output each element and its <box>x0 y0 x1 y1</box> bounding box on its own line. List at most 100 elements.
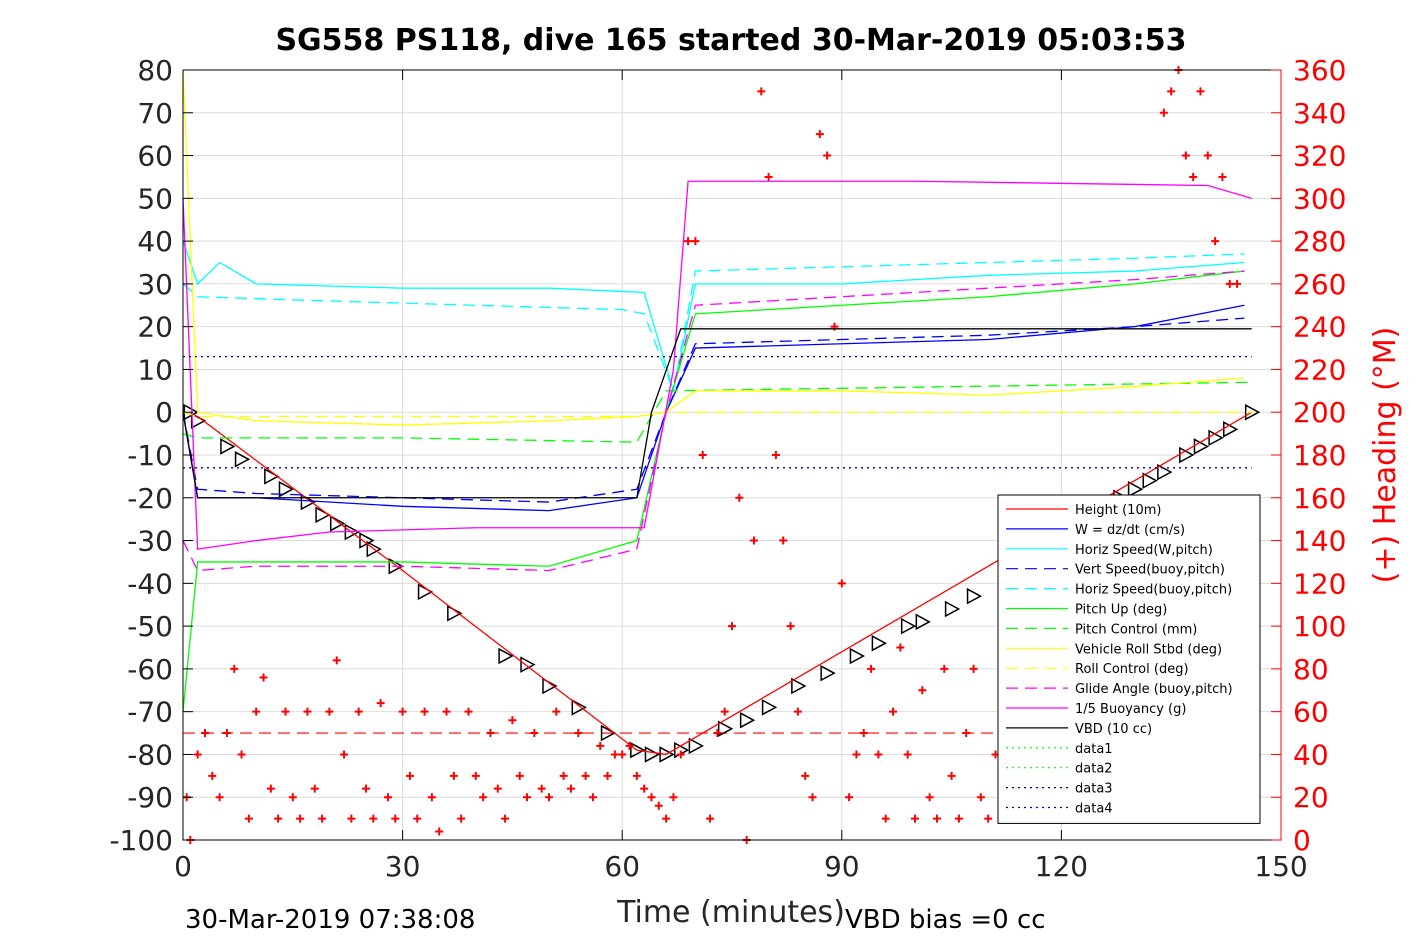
depth-marker <box>571 699 587 716</box>
depth-marker <box>944 600 961 618</box>
heading-point <box>640 784 649 793</box>
heading-point <box>552 707 561 716</box>
heading-point <box>362 784 370 793</box>
legend-entry: data3 <box>1075 782 1113 797</box>
heading-point <box>530 729 539 738</box>
depth-marker <box>498 647 514 665</box>
right-y-tick-label: 240 <box>1293 311 1346 344</box>
heading-point <box>735 493 744 502</box>
heading-point <box>391 814 400 823</box>
heading-point <box>918 686 927 695</box>
depth-marker <box>315 506 331 524</box>
heading-point <box>340 750 349 759</box>
series-line-4 <box>182 253 1245 394</box>
depth-marker <box>1244 403 1261 421</box>
heading-point <box>684 237 693 246</box>
right-y-tick-label: 80 <box>1293 653 1329 686</box>
heading-point <box>574 729 583 738</box>
right-y-tick-label: 120 <box>1293 567 1346 600</box>
x-tick-label: 30 <box>385 850 421 883</box>
heading-point <box>566 784 575 793</box>
left-y-tick-label: -40 <box>127 567 173 600</box>
heading-point <box>1233 279 1242 288</box>
left-y-tick-label: 80 <box>137 54 173 87</box>
depth-marker <box>388 557 404 575</box>
heading-point <box>596 741 605 750</box>
heading-point <box>222 729 231 738</box>
depth-marker <box>1157 463 1173 481</box>
heading-point <box>632 771 641 780</box>
heading-point <box>728 622 736 631</box>
left-y-tick-label: 70 <box>137 97 173 130</box>
depth-marker <box>630 741 646 759</box>
right-y-tick-label: 0 <box>1293 824 1311 857</box>
legend-entry: data4 <box>1075 802 1113 817</box>
heading-point <box>932 814 941 823</box>
heading-point <box>486 729 495 738</box>
footer-timestamp: 30-Mar-2019 07:38:08 <box>185 905 475 935</box>
legend-box <box>997 494 1261 824</box>
heading-point <box>947 771 956 780</box>
heading-point <box>925 793 934 802</box>
depth-marker <box>849 647 866 665</box>
legend-entry: W = dz/dt (cm/s) <box>1075 523 1185 538</box>
left-y-tick-label: 0 <box>155 396 173 429</box>
heading-point <box>837 579 846 588</box>
heading-point <box>852 750 861 759</box>
heading-point <box>405 771 414 780</box>
heading-point <box>1196 87 1205 96</box>
heading-point <box>332 656 341 665</box>
right-y-tick-label: 140 <box>1293 525 1346 558</box>
heading-point <box>1225 279 1234 288</box>
heading-point <box>244 814 253 823</box>
depth-marker <box>871 634 887 652</box>
series-line-3 <box>182 317 1245 503</box>
heading-point <box>896 643 905 652</box>
series-line-9 <box>182 270 1245 572</box>
legend-entry: Vert Speed(buoy,pitch) <box>1075 563 1225 578</box>
footer-vbd-bias: VBD bias =0 cc <box>845 905 1046 935</box>
heading-point <box>457 814 466 823</box>
heading-point <box>266 784 275 793</box>
heading-point <box>479 793 488 802</box>
heading-point <box>859 729 868 738</box>
depth-marker <box>688 737 704 755</box>
legend-entry: Horiz Speed(W,pitch) <box>1075 543 1213 558</box>
heading-point <box>200 729 209 738</box>
heading-point <box>676 750 685 759</box>
heading-point <box>354 707 363 716</box>
depth-marker <box>820 664 836 682</box>
heading-point <box>940 664 949 673</box>
heading-point <box>815 130 824 139</box>
depth-marker <box>761 699 778 716</box>
heading-point <box>281 707 290 716</box>
depth-marker <box>659 746 675 763</box>
heading-point <box>764 172 773 181</box>
left-y-tick-label: -10 <box>127 439 173 472</box>
heading-point <box>464 707 473 716</box>
heading-point <box>1181 151 1190 160</box>
heading-point <box>310 784 319 793</box>
heading-point <box>808 793 817 802</box>
heading-point <box>954 814 963 823</box>
legend-entry: Horiz Speed(buoy,pitch) <box>1075 583 1232 598</box>
heading-point <box>288 793 297 802</box>
heading-point <box>376 699 385 708</box>
right-y-tick-label: 300 <box>1293 182 1346 215</box>
series-line-5 <box>182 270 1245 712</box>
left-y-tick-label: 60 <box>137 140 173 173</box>
heading-point <box>720 707 729 716</box>
x-tick-label: 60 <box>604 850 640 883</box>
left-y-tick-label: -80 <box>127 738 173 771</box>
heading-point <box>588 793 597 802</box>
heading-point <box>215 793 224 802</box>
right-y-tick-label: 160 <box>1293 482 1346 515</box>
heading-point <box>911 814 919 823</box>
right-y-tick-label: 360 <box>1293 54 1346 87</box>
right-y-tick-label: 60 <box>1293 696 1329 729</box>
legend-entry: Height (10m) <box>1075 503 1161 518</box>
series-line-10 <box>182 180 1252 550</box>
depth-marker <box>1142 472 1158 489</box>
depth-marker <box>366 540 382 558</box>
heading-point <box>1189 172 1198 181</box>
